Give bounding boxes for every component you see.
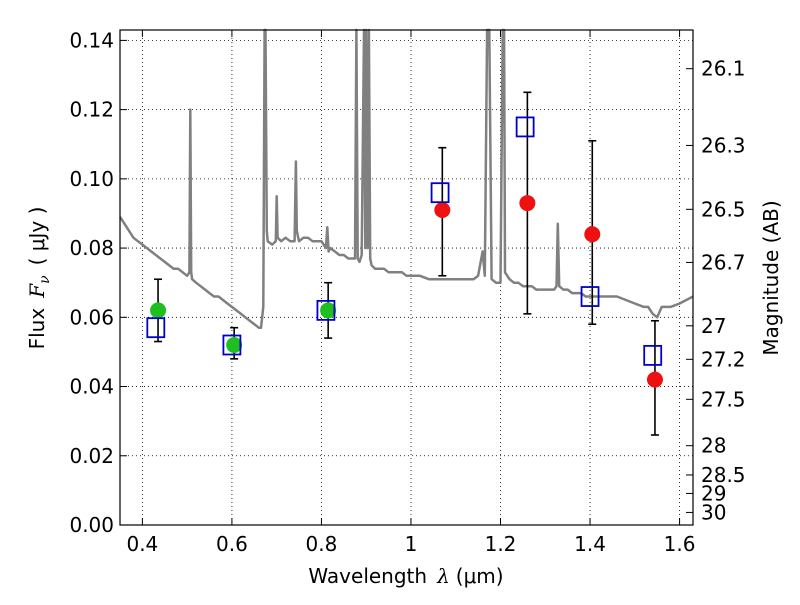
observed-ir-point	[584, 226, 601, 243]
observed-optical-point	[150, 302, 167, 319]
x-axis-symbol: λ	[436, 564, 450, 588]
y-axis-title: Flux Fν ( μJy )	[25, 207, 53, 350]
observed-ir-point	[519, 195, 536, 212]
x-tick-label: 0.8	[306, 532, 338, 556]
data-markers	[146, 116, 663, 388]
x-tick-label: 0.6	[216, 532, 248, 556]
tick-labels: 0.4 0.6 0.8 1 1.2 1.4 1.6 0.00 0.02 0.04 0.06 0.08 0…	[69, 28, 745, 556]
y2-tick-label: 27.2	[701, 347, 746, 371]
y2-tick-label: 28.5	[701, 463, 746, 487]
y-tick-label: 0.12	[69, 98, 114, 122]
plot-frame	[119, 29, 694, 526]
observed-optical-point	[226, 337, 243, 353]
y-tick-label: 0.14	[69, 28, 114, 52]
model-photometry-point	[146, 317, 166, 339]
model-photometry-point	[643, 344, 663, 366]
observed-ir-point	[434, 202, 451, 218]
y2-tick-label: 29	[701, 481, 726, 505]
y-tick-label: 0.02	[69, 444, 114, 468]
model-photometry-point	[316, 299, 336, 321]
y-tick-label: 0.08	[69, 236, 114, 260]
y2-tick-label: 26.5	[701, 197, 746, 221]
y2-tick-label: 26.7	[701, 250, 746, 274]
x-tick-label: 1.4	[574, 532, 606, 556]
x-axis-title: Wavelength λ (μm)	[308, 564, 503, 588]
y2-tick-label: 26.1	[701, 57, 746, 81]
x-tick-label: 0.4	[126, 532, 158, 556]
y2-tick-label: 30	[701, 500, 726, 524]
y-tick-label: 0.10	[69, 167, 114, 191]
y2-tick-label: 28	[701, 434, 726, 458]
y2-tick-label: 26.3	[701, 133, 746, 157]
y-tick-label: 0.04	[69, 375, 114, 399]
y2-tick-label: 27	[701, 314, 726, 338]
x-tick-label: 1	[405, 532, 418, 556]
y-axis-unit: ( μJy )	[25, 207, 49, 266]
template-spectrum	[118, 28, 694, 329]
axis-ticks	[120, 30, 693, 526]
y-axis-symbol: F	[25, 283, 49, 299]
y-tick-label: 0.00	[69, 513, 114, 537]
y2-tick-label: 27.5	[701, 387, 746, 411]
plot-area	[120, 30, 693, 525]
y-axis-title-text: Flux	[25, 308, 49, 350]
y2-axis-title: Magnitude (AB)	[759, 200, 783, 355]
observed-ir-point	[646, 371, 663, 388]
x-tick-label: 1.2	[485, 532, 517, 556]
model-photometry-point	[515, 116, 535, 138]
y-axis-symbol-sub: ν	[37, 275, 53, 284]
template-spectrum-line	[118, 28, 694, 329]
model-photometry-point	[430, 182, 450, 204]
model-photometry-point	[222, 334, 242, 356]
y-tick-label: 0.06	[69, 305, 114, 329]
x-tick-label: 1.6	[664, 532, 696, 556]
x-axis-title-text: Wavelength	[308, 564, 427, 588]
model-photometry-point	[580, 286, 600, 307]
x-axis-unit: (μm)	[456, 564, 504, 588]
grid-lines	[120, 30, 693, 526]
observed-optical-point	[320, 302, 337, 319]
